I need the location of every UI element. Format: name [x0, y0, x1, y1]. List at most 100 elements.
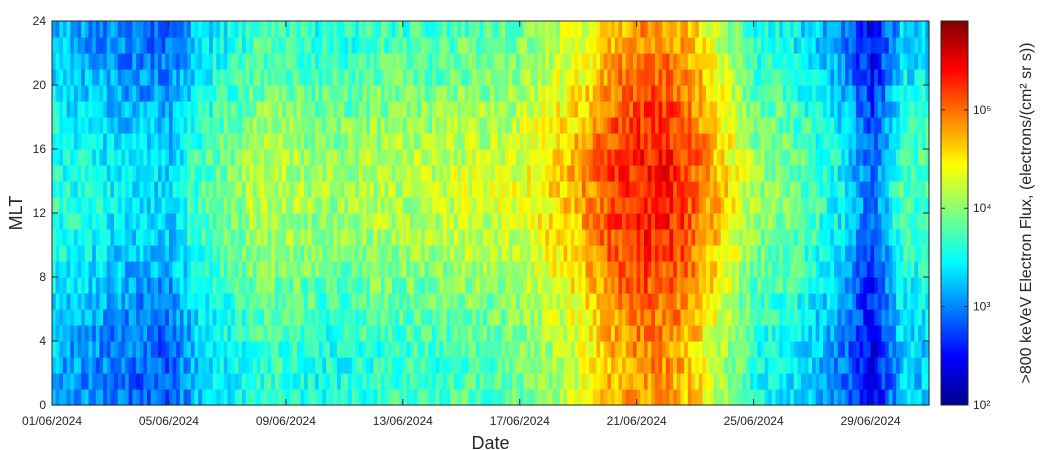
- heatmap-cell: [556, 149, 561, 166]
- heatmap-cell: [720, 69, 725, 86]
- heatmap-cell: [548, 229, 554, 246]
- heatmap-cell: [70, 101, 75, 118]
- heatmap-cell: [304, 325, 309, 342]
- heatmap-cell: [117, 149, 123, 166]
- heatmap-cell: [52, 133, 57, 150]
- heatmap-cell: [505, 149, 510, 166]
- heatmap-cell: [654, 357, 660, 374]
- heatmap-cell: [717, 277, 722, 294]
- heatmap-cell: [698, 245, 704, 262]
- heatmap-cell: [567, 293, 572, 310]
- heatmap-cell: [150, 229, 155, 246]
- heatmap-cell: [92, 85, 97, 102]
- heatmap-cell: [55, 229, 60, 246]
- heatmap-cell: [103, 261, 108, 278]
- heatmap-cell: [461, 69, 466, 86]
- heatmap-cell: [738, 373, 744, 390]
- heatmap-cell: [651, 245, 656, 262]
- heatmap-cell: [717, 389, 722, 406]
- heatmap-cell: [779, 21, 784, 38]
- heatmap-cell: [282, 293, 287, 310]
- heatmap-cell: [179, 21, 185, 38]
- heatmap-cell: [607, 69, 612, 86]
- heatmap-cell: [801, 309, 806, 326]
- heatmap-cell: [545, 69, 550, 86]
- heatmap-cell: [165, 373, 170, 390]
- heatmap-cell: [501, 101, 506, 118]
- heatmap-cell: [585, 149, 590, 166]
- heatmap-cell: [695, 133, 700, 150]
- heatmap-cell: [322, 389, 327, 406]
- heatmap-cell: [804, 165, 810, 182]
- heatmap-cell: [534, 341, 539, 358]
- heatmap-cell: [238, 101, 243, 118]
- heatmap-cell: [461, 53, 466, 70]
- heatmap-cell: [285, 213, 291, 230]
- heatmap-cell: [84, 149, 90, 166]
- heatmap-cell: [110, 277, 115, 294]
- heatmap-cell: [110, 69, 115, 86]
- heatmap-cell: [640, 53, 645, 70]
- heatmap-cell: [596, 181, 601, 198]
- heatmap-cell: [559, 229, 565, 246]
- heatmap-cell: [742, 261, 747, 278]
- heatmap-cell: [424, 389, 429, 406]
- heatmap-cell: [70, 277, 75, 294]
- heatmap-cell: [62, 21, 68, 38]
- heatmap-cell: [95, 117, 101, 134]
- heatmap-cell: [735, 149, 740, 166]
- heatmap-cell: [607, 101, 612, 118]
- heatmap-cell: [245, 389, 250, 406]
- heatmap-cell: [136, 373, 141, 390]
- heatmap-cell: [578, 341, 583, 358]
- heatmap-cell: [271, 69, 276, 86]
- heatmap-cell: [249, 101, 254, 118]
- heatmap-cell: [201, 101, 207, 118]
- heatmap-cell: [760, 325, 766, 342]
- heatmap-cell: [212, 277, 218, 294]
- heatmap-cell: [399, 85, 404, 102]
- heatmap-cell: [402, 133, 408, 150]
- heatmap-cell: [757, 213, 762, 230]
- heatmap-cell: [154, 213, 159, 230]
- heatmap-cell: [757, 277, 762, 294]
- heatmap-cell: [676, 373, 682, 390]
- heatmap-cell: [439, 37, 444, 54]
- heatmap-cell: [136, 21, 141, 38]
- heatmap-cell: [768, 85, 773, 102]
- heatmap-cell: [654, 293, 660, 310]
- heatmap-cell: [128, 53, 133, 70]
- heatmap-cell: [706, 341, 711, 358]
- heatmap-cell: [121, 373, 126, 390]
- heatmap-cell: [176, 341, 181, 358]
- heatmap-cell: [687, 389, 693, 406]
- heatmap-cell: [607, 229, 612, 246]
- heatmap-cell: [801, 181, 806, 198]
- heatmap-cell: [647, 85, 652, 102]
- heatmap-cell: [724, 53, 729, 70]
- heatmap-cell: [749, 37, 755, 54]
- heatmap-cell: [176, 261, 181, 278]
- heatmap-cell: [629, 389, 634, 406]
- heatmap-cell: [673, 341, 678, 358]
- heatmap-cell: [231, 181, 236, 198]
- heatmap-cell: [581, 245, 587, 262]
- heatmap-cell: [589, 341, 594, 358]
- heatmap-cell: [585, 69, 590, 86]
- heatmap-cell: [391, 277, 397, 294]
- heatmap-cell: [713, 309, 718, 326]
- heatmap-cell: [187, 181, 192, 198]
- heatmap-cell: [775, 149, 780, 166]
- heatmap-cell: [95, 389, 101, 406]
- heatmap-cell: [654, 149, 660, 166]
- heatmap-cell: [808, 181, 813, 198]
- heatmap-cell: [695, 309, 700, 326]
- heatmap-cell: [260, 37, 265, 54]
- heatmap-cell: [282, 309, 287, 326]
- heatmap-cell: [128, 277, 133, 294]
- heatmap-cell: [256, 21, 261, 38]
- heatmap-cell: [720, 53, 725, 70]
- heatmap-cell: [205, 245, 210, 262]
- heatmap-cell: [779, 245, 784, 262]
- heatmap-cell: [300, 229, 305, 246]
